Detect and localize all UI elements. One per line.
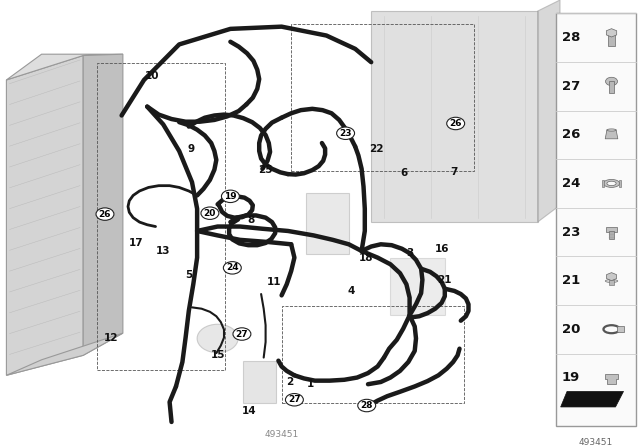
Bar	[619, 180, 621, 187]
Circle shape	[197, 324, 238, 353]
Bar	[605, 227, 617, 232]
Bar	[609, 81, 614, 93]
Text: 27: 27	[562, 80, 580, 93]
Circle shape	[358, 399, 376, 412]
Text: 28: 28	[562, 31, 580, 44]
Bar	[291, 25, 474, 171]
Text: 27: 27	[236, 330, 248, 339]
Bar	[617, 327, 623, 332]
Text: 493451: 493451	[579, 438, 612, 447]
Bar	[602, 180, 604, 187]
Polygon shape	[6, 54, 123, 80]
Text: 26: 26	[99, 210, 111, 219]
Polygon shape	[561, 392, 623, 407]
Text: 16: 16	[435, 244, 449, 254]
Polygon shape	[607, 273, 616, 280]
Circle shape	[233, 328, 251, 340]
Ellipse shape	[607, 181, 616, 185]
Text: 27: 27	[288, 395, 301, 404]
Text: 23: 23	[339, 129, 352, 138]
Text: 13: 13	[156, 246, 170, 256]
Text: 7: 7	[451, 168, 458, 177]
Text: 18: 18	[359, 253, 373, 263]
Circle shape	[223, 262, 241, 274]
Text: 15: 15	[211, 350, 225, 360]
Text: 25: 25	[259, 165, 273, 175]
Text: 28: 28	[360, 401, 373, 410]
Text: 14: 14	[243, 406, 257, 416]
Bar	[609, 280, 614, 284]
Text: 17: 17	[129, 238, 143, 248]
Text: 9: 9	[187, 144, 195, 154]
Text: 5: 5	[185, 271, 193, 280]
Text: 20: 20	[204, 209, 216, 218]
Bar	[556, 13, 636, 426]
Text: 19: 19	[224, 192, 237, 201]
Circle shape	[447, 117, 465, 130]
Text: 26: 26	[449, 119, 462, 128]
Circle shape	[96, 208, 114, 220]
Circle shape	[201, 207, 219, 220]
Polygon shape	[371, 11, 538, 222]
Ellipse shape	[605, 280, 618, 283]
Ellipse shape	[607, 129, 616, 131]
Bar	[282, 306, 464, 403]
Text: 23: 23	[562, 225, 580, 238]
Text: 11: 11	[267, 277, 281, 287]
Text: 10: 10	[145, 70, 159, 81]
Polygon shape	[83, 54, 123, 355]
Text: 12: 12	[104, 333, 118, 344]
Text: 24: 24	[226, 263, 239, 272]
Polygon shape	[538, 0, 560, 222]
Text: 21: 21	[438, 275, 452, 285]
Text: 493451: 493451	[264, 430, 299, 439]
Polygon shape	[390, 258, 445, 315]
Text: 6: 6	[401, 168, 408, 178]
Circle shape	[285, 393, 303, 406]
Polygon shape	[306, 193, 349, 254]
Text: 19: 19	[562, 371, 580, 384]
Text: 22: 22	[369, 144, 383, 154]
Text: 3: 3	[406, 248, 413, 258]
Text: 21: 21	[562, 274, 580, 287]
Bar	[609, 231, 614, 239]
Polygon shape	[606, 29, 617, 37]
Circle shape	[221, 190, 239, 202]
Text: 4: 4	[347, 286, 355, 296]
Text: 24: 24	[562, 177, 580, 190]
Bar	[608, 34, 615, 46]
Polygon shape	[243, 361, 276, 403]
Circle shape	[605, 77, 618, 86]
Text: 1: 1	[307, 379, 314, 389]
Polygon shape	[605, 374, 618, 384]
Text: 26: 26	[562, 128, 580, 141]
Text: 8: 8	[247, 215, 255, 225]
Polygon shape	[605, 130, 618, 139]
Bar	[97, 63, 225, 370]
Polygon shape	[6, 333, 123, 375]
Polygon shape	[6, 56, 83, 375]
Circle shape	[337, 127, 355, 139]
Text: 2: 2	[285, 377, 293, 387]
Text: 20: 20	[562, 323, 580, 336]
Ellipse shape	[604, 179, 620, 187]
